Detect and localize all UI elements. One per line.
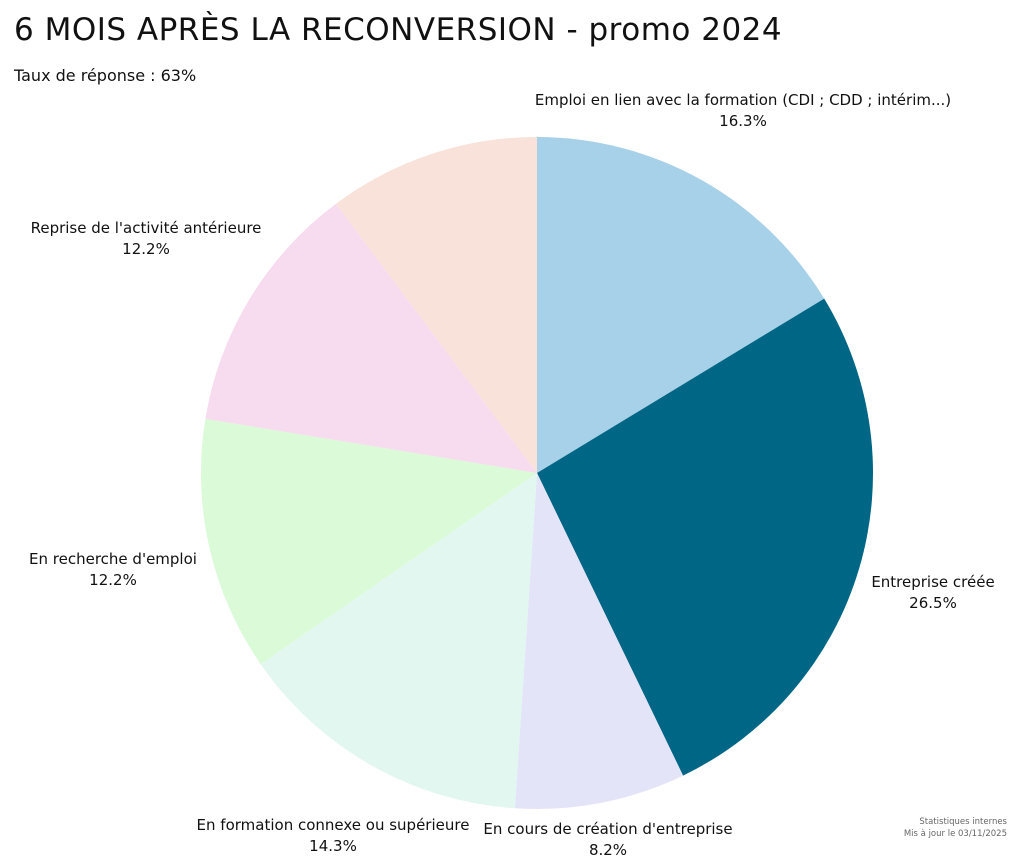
slice-label: Emploi en lien avec la formation (CDI ; … [535,91,951,109]
slice-label: En cours de création d'entreprise [483,820,732,838]
pie-slice [537,137,825,473]
footer-source: Statistiques internes [919,817,1007,827]
slice-label: En recherche d'emploi [29,550,197,568]
pie-slice [260,473,537,809]
footer: Statistiques internes Mis à jour le 03/1… [904,816,1007,840]
chart-title: 6 MOIS APRÈS LA RECONVERSION - promo 202… [14,12,783,48]
slice-percentage: 8.2% [589,841,627,858]
slice-label: Entreprise créée [871,573,994,591]
slice-percentage: 12.2% [122,240,170,258]
slice-percentage: 12.2% [89,571,137,589]
pie-slice [537,298,873,776]
pie-slice [335,137,537,473]
slice-percentage: 26.5% [909,594,957,612]
pie-slice [205,203,538,473]
footer-updated: Mis à jour le 03/11/2025 [903,829,1007,839]
response-rate: Taux de réponse : 63% [14,66,197,85]
slice-label: En formation connexe ou supérieure [197,816,470,834]
slice-percentage: 14.3% [309,837,357,855]
pie-slice [514,473,684,809]
slice-label: Reprise de l'activité antérieure [31,219,262,237]
pie-slice [201,418,537,665]
slice-percentage: 16.3% [719,112,767,130]
